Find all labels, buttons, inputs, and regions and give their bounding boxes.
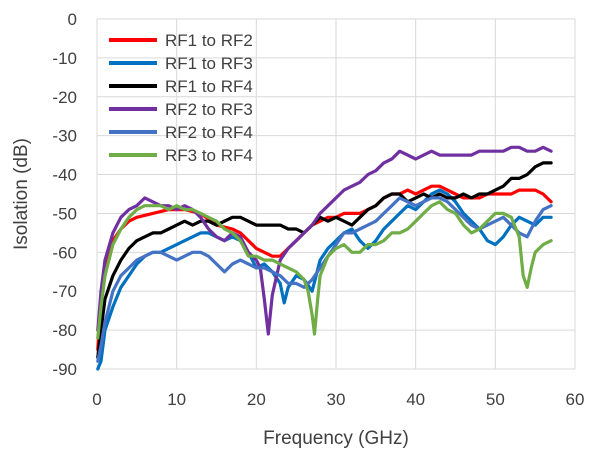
y-axis-title: Isolation (dB)	[11, 138, 32, 250]
series-line-5	[98, 198, 551, 361]
x-tick-label: 20	[247, 390, 266, 409]
legend-label: RF2 to RF4	[165, 123, 253, 142]
legend-label: RF2 to RF3	[165, 100, 253, 119]
y-tick-label: -30	[52, 127, 77, 146]
series-line-2	[98, 190, 551, 369]
y-tick-label: -50	[52, 204, 77, 223]
x-tick-label: 10	[167, 390, 186, 409]
y-tick-labels: 0 -10 -20 -30 -40 -50 -60 -70 -80 -90	[52, 10, 77, 379]
y-tick-label: -20	[52, 88, 77, 107]
legend: RF1 to RF2 RF1 to RF3 RF1 to RF4 RF2 to RF3…	[109, 31, 253, 165]
x-tick-label: 0	[92, 390, 101, 409]
x-tick-label: 50	[486, 390, 505, 409]
x-tick-label: 60	[566, 390, 585, 409]
y-tick-label: -40	[52, 166, 77, 185]
legend-label: RF1 to RF3	[165, 54, 253, 73]
legend-label: RF1 to RF2	[165, 31, 253, 50]
y-tick-label: -80	[52, 321, 77, 340]
series-lines	[98, 147, 551, 369]
x-tick-labels: 0 10 20 30 40 50 60	[92, 390, 584, 409]
x-tick-label: 40	[406, 390, 425, 409]
y-tick-label: -70	[52, 282, 77, 301]
y-tick-label: -90	[52, 360, 77, 379]
x-tick-label: 30	[327, 390, 346, 409]
series-line-4	[98, 147, 551, 334]
x-axis-title: Frequency (GHz)	[263, 428, 409, 449]
legend-label: RF1 to RF4	[165, 77, 253, 96]
y-tick-label: -60	[52, 243, 77, 262]
y-tick-label: -10	[52, 49, 77, 68]
legend-label: RF3 to RF4	[165, 146, 253, 165]
y-tick-label: 0	[68, 10, 77, 29]
series-line-6	[98, 202, 551, 338]
